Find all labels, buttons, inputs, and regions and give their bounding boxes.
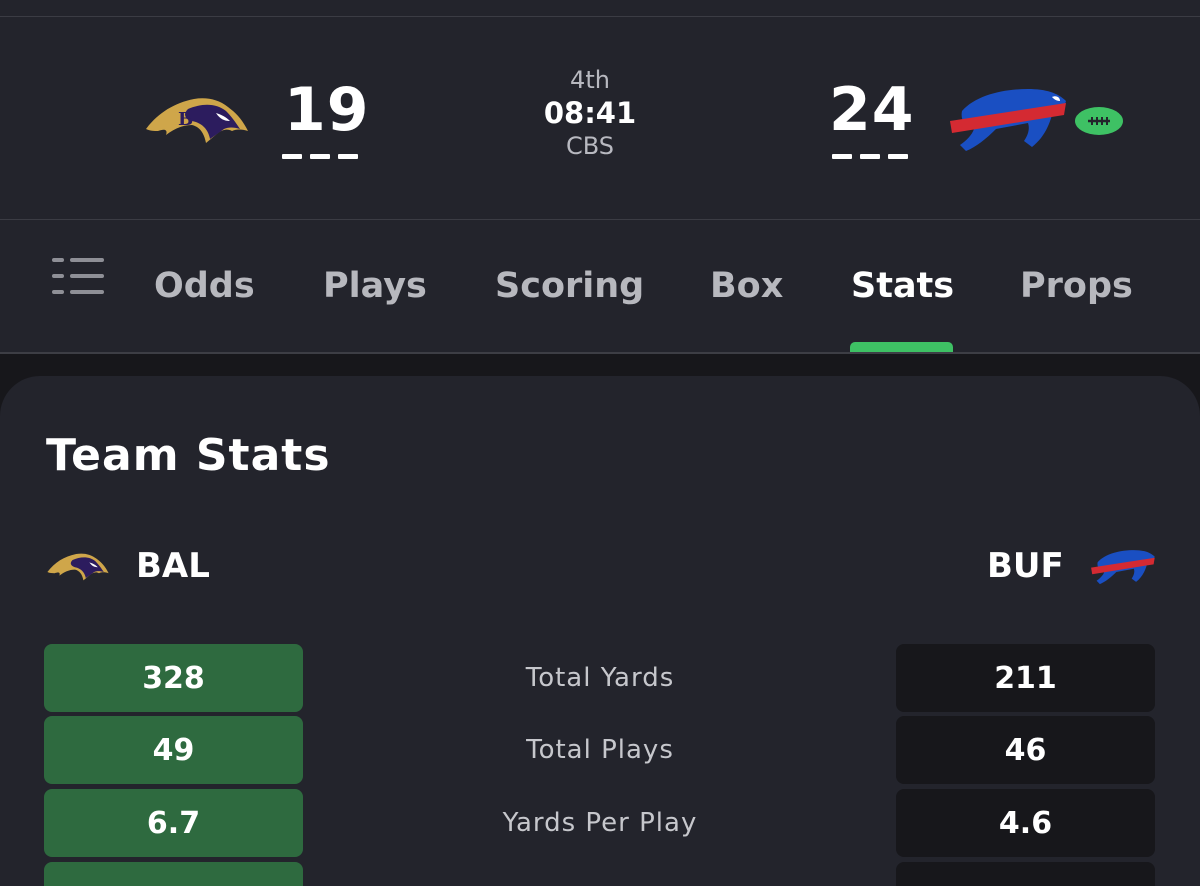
away-team-abbr: BAL [136, 546, 210, 586]
bills-logo-icon [1090, 550, 1155, 585]
stat-row-yards-per-play: 6.7 Yards Per Play 4.6 [0, 789, 1200, 857]
tab-bar: Odds Plays Scoring Box Stats Props [0, 220, 1200, 352]
stat-row-total-yards: 328 Total Yards 211 [0, 644, 1200, 712]
football-icon [1075, 107, 1123, 135]
tv-network: CBS [565, 132, 615, 160]
home-stat-value: 211 [896, 644, 1155, 712]
away-score: 19 [284, 75, 370, 145]
scoreboard: B 19 4th 08:41 CBS 24 [0, 17, 1200, 219]
tab-stats[interactable]: Stats [851, 266, 955, 306]
stat-label: Total Plays [526, 735, 674, 765]
bills-logo-icon [950, 89, 1066, 151]
home-team-header: BUF [987, 536, 1158, 596]
away-score-dashes [282, 154, 358, 159]
svg-text:B: B [178, 109, 193, 130]
home-stat-value: 4.6 [896, 789, 1155, 857]
away-team-header: BAL [46, 536, 210, 596]
away-stat-value: 49 [44, 716, 303, 784]
section-title: Team Stats [46, 430, 331, 481]
scoreboard-divider [0, 219, 1200, 220]
tab-scoring[interactable]: Scoring [495, 266, 645, 306]
away-stat-value: 6.7 [44, 789, 303, 857]
ravens-logo-icon: B [146, 98, 248, 143]
home-score: 24 [829, 75, 915, 145]
away-stat-value: 328 [44, 644, 303, 712]
home-score-dashes [832, 154, 908, 159]
ravens-logo-icon [47, 553, 109, 581]
tab-plays[interactable]: Plays [323, 266, 427, 306]
tab-odds[interactable]: Odds [154, 266, 255, 306]
list-menu-icon[interactable] [52, 256, 104, 296]
stat-label [400, 862, 800, 886]
team-stats-card: Team Stats BAL BUF 328 Total Yards 211 4… [0, 376, 1200, 886]
stat-row-partial [0, 862, 1200, 886]
away-stat-value [44, 862, 303, 886]
tab-box[interactable]: Box [710, 266, 784, 306]
tab-props[interactable]: Props [1020, 266, 1133, 306]
game-status: 4th 08:41 CBS [490, 65, 690, 161]
home-stat-value: 46 [896, 716, 1155, 784]
tab-bar-divider [0, 352, 1200, 354]
stat-label: Total Yards [525, 663, 675, 693]
home-team-abbr: BUF [987, 546, 1064, 586]
stat-row-total-plays: 49 Total Plays 46 [0, 716, 1200, 784]
top-divider [0, 16, 1200, 17]
active-tab-indicator [850, 342, 953, 352]
game-clock: 08:41 [543, 96, 637, 130]
game-period: 4th [570, 66, 610, 94]
stat-label: Yards Per Play [502, 808, 698, 838]
home-stat-value [896, 862, 1155, 886]
